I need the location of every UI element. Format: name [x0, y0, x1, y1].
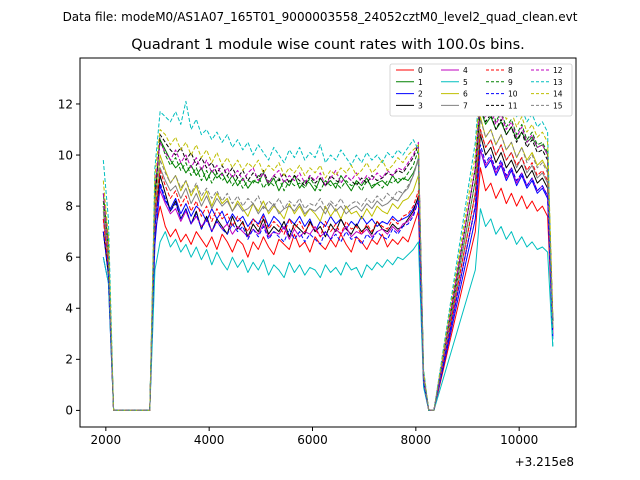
series-line-3 — [102, 134, 554, 411]
series-line-2 — [102, 149, 554, 411]
legend-label-8: 8 — [508, 66, 513, 75]
legend-label-4: 4 — [463, 66, 468, 75]
series-line-6 — [102, 116, 554, 411]
legend-label-2: 2 — [418, 90, 423, 99]
series-line-8 — [102, 129, 554, 411]
y-tick-label: 12 — [58, 97, 73, 111]
y-tick-label: 2 — [65, 353, 73, 367]
x-tick-label: 6000 — [297, 433, 328, 447]
legend-label-15: 15 — [553, 101, 563, 110]
legend-label-12: 12 — [553, 66, 563, 75]
series-line-5 — [102, 208, 554, 411]
series-line-9 — [102, 88, 554, 411]
legend-label-6: 6 — [463, 90, 468, 99]
legend-label-1: 1 — [418, 78, 423, 87]
data-file-suptitle: Data file: modeM0/AS1A07_165T01_90000035… — [63, 10, 578, 24]
x-axis: 2000 4000 6000 8000 10000 — [91, 427, 538, 447]
y-tick-label: 6 — [65, 250, 73, 264]
legend-label-3: 3 — [418, 101, 423, 110]
legend-label-14: 14 — [553, 90, 563, 99]
y-tick-label: 8 — [65, 199, 73, 213]
legend-label-7: 7 — [463, 101, 468, 110]
x-tick-label: 10000 — [500, 433, 538, 447]
y-tick-label: 4 — [65, 302, 73, 316]
legend-label-10: 10 — [508, 90, 518, 99]
x-axis-offset-label: +3.215e8 — [515, 455, 574, 469]
y-tick-label: 0 — [65, 404, 73, 418]
x-tick-label: 8000 — [401, 433, 432, 447]
legend-frame — [389, 63, 573, 117]
legend-label-5: 5 — [463, 78, 468, 87]
y-tick-label: 10 — [58, 148, 73, 162]
chart-title: Quadrant 1 module wise count rates with … — [131, 37, 525, 53]
legend-label-11: 11 — [508, 101, 518, 110]
legend-label-0: 0 — [418, 66, 423, 75]
series-line-15 — [102, 118, 554, 411]
x-tick-label: 2000 — [91, 433, 122, 447]
legend-label-9: 9 — [508, 78, 513, 87]
x-tick-label: 4000 — [194, 433, 225, 447]
series-line-0 — [102, 167, 554, 411]
legend-label-13: 13 — [553, 78, 563, 87]
y-axis: 0 2 4 6 8 10 12 — [58, 97, 80, 418]
series-line-10 — [102, 144, 554, 411]
plot-frame — [79, 57, 577, 428]
